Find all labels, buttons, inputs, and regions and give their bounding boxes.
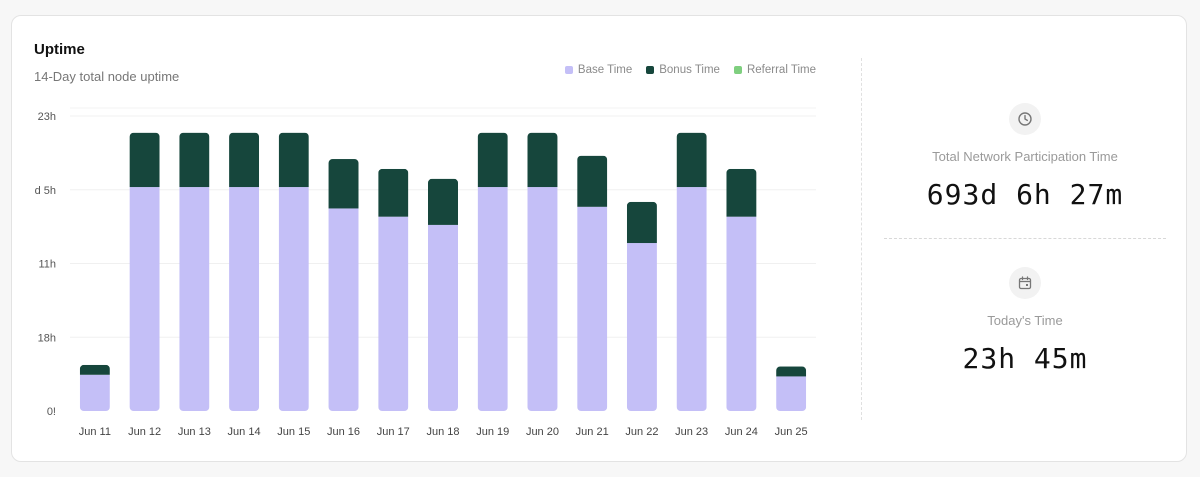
bar-bonus-time-jun-20[interactable] <box>527 132 558 188</box>
x-tick-label: Jun 11 <box>79 426 111 438</box>
bar-base-time-jun-14[interactable] <box>229 187 260 411</box>
legend-item-referral-time[interactable]: Referral Time <box>733 64 816 76</box>
x-tick-label: Jun 13 <box>178 426 211 438</box>
bar-bonus-time-jun-17[interactable] <box>378 168 409 217</box>
bar-base-time-jun-25[interactable] <box>776 376 807 411</box>
bar-bonus-time-jun-13[interactable] <box>179 132 210 188</box>
y-tick-label: 18h <box>38 332 56 344</box>
bar-base-time-jun-17[interactable] <box>378 216 409 411</box>
legend-swatch-bonus-time <box>646 66 655 74</box>
stat-today-label: Today's Time <box>987 313 1063 328</box>
x-tick-label: Jun 18 <box>426 426 459 438</box>
stat-total-value: 693d 6h 27m <box>926 178 1124 211</box>
bar-base-time-jun-21[interactable] <box>577 206 608 411</box>
bar-base-time-jun-16[interactable] <box>328 208 359 411</box>
x-tick-label: Jun 22 <box>625 426 658 438</box>
bar-bonus-time-jun-25[interactable] <box>776 366 807 377</box>
y-tick-label: 23h <box>38 111 56 123</box>
y-tick-label: 0! <box>47 406 56 418</box>
bar-base-time-jun-12[interactable] <box>129 187 160 411</box>
uptime-bar-chart: 23h d 5h 11h 18h 0! Jun 11 Jun 12 Jun 13 Jun 14 J… <box>35 107 816 438</box>
x-tick-label: Jun 25 <box>775 426 808 438</box>
y-tick-label: d 5h <box>35 185 56 197</box>
bar-bonus-time-jun-18[interactable] <box>428 178 458 225</box>
bar-base-time-jun-15[interactable] <box>278 187 309 411</box>
legend-label-referral-time: Referral Time <box>746 64 816 76</box>
x-tick-label: Jun 17 <box>377 426 410 438</box>
card-subtitle: 14-Day total node uptime <box>34 69 180 84</box>
bar-bonus-time-jun-23[interactable] <box>676 132 707 188</box>
stat-total-label: Total Network Participation Time <box>932 149 1118 164</box>
horizontal-divider <box>884 238 1166 239</box>
legend-swatch-base-time <box>564 66 573 74</box>
clock-icon <box>1009 103 1041 135</box>
bar-base-time-jun-24[interactable] <box>726 216 757 411</box>
x-tick-label: Jun 19 <box>476 426 509 438</box>
x-tick-label: Jun 14 <box>228 426 261 438</box>
x-tick-label: Jun 23 <box>675 426 708 438</box>
stat-today-value: 23h 45m <box>962 342 1088 375</box>
bar-bonus-time-jun-12[interactable] <box>129 132 160 188</box>
chart-legend: Base Time Bonus Time Referral Time <box>560 64 816 76</box>
bar-base-time-jun-19[interactable] <box>477 187 508 411</box>
bar-base-time-jun-13[interactable] <box>179 187 210 411</box>
x-tick-label: Jun 21 <box>576 426 609 438</box>
vertical-divider <box>861 58 862 420</box>
stat-total-participation: Total Network Participation Time 693d 6h… <box>884 103 1166 211</box>
legend-item-base-time[interactable]: Base Time <box>564 64 633 76</box>
x-tick-label: Jun 15 <box>277 426 310 438</box>
bar-base-time-jun-11[interactable] <box>79 374 110 411</box>
bar-base-time-jun-22[interactable] <box>626 243 657 411</box>
bar-base-time-jun-23[interactable] <box>676 187 707 411</box>
bar-base-time-jun-20[interactable] <box>527 187 558 411</box>
x-tick-label: Jun 16 <box>327 426 360 438</box>
bar-bonus-time-jun-21[interactable] <box>577 155 608 207</box>
legend-label-base-time: Base Time <box>577 64 633 76</box>
bar-bonus-time-jun-24[interactable] <box>726 168 757 217</box>
x-tick-label: Jun 12 <box>128 426 161 438</box>
legend-swatch-referral-time <box>733 66 742 74</box>
bar-bonus-time-jun-11[interactable] <box>79 364 110 375</box>
bar-base-time-jun-18[interactable] <box>428 224 458 411</box>
legend-label-bonus-time: Bonus Time <box>659 64 720 76</box>
bar-bonus-time-jun-22[interactable] <box>626 201 657 244</box>
x-tick-label: Jun 20 <box>526 426 559 438</box>
card-title: Uptime <box>34 41 85 58</box>
bar-bonus-time-jun-15[interactable] <box>278 132 309 188</box>
bar-bonus-time-jun-16[interactable] <box>328 159 359 209</box>
legend-item-bonus-time[interactable]: Bonus Time <box>646 64 720 76</box>
x-tick-label: Jun 24 <box>725 426 758 438</box>
bar-bonus-time-jun-19[interactable] <box>477 132 508 188</box>
stat-today: Today's Time 23h 45m <box>884 267 1166 375</box>
y-tick-label: 11h <box>38 259 56 271</box>
calendar-icon <box>1009 267 1041 299</box>
bar-bonus-time-jun-14[interactable] <box>229 132 260 188</box>
